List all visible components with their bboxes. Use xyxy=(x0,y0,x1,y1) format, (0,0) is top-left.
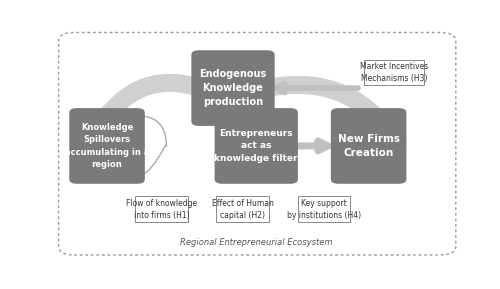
FancyBboxPatch shape xyxy=(70,108,145,184)
Text: Effect of Human
capital (H2): Effect of Human capital (H2) xyxy=(212,199,274,220)
Text: Endogenous
Knowledge
production: Endogenous Knowledge production xyxy=(200,69,266,107)
FancyBboxPatch shape xyxy=(216,197,269,222)
FancyBboxPatch shape xyxy=(331,108,406,184)
FancyBboxPatch shape xyxy=(298,197,350,222)
FancyBboxPatch shape xyxy=(135,197,188,222)
Text: Knowledge
Spillovers
accumulating in a
region: Knowledge Spillovers accumulating in a r… xyxy=(65,123,149,169)
Text: Market Incentives
Mechanisms (H3): Market Incentives Mechanisms (H3) xyxy=(360,62,428,83)
Text: New Firms
Creation: New Firms Creation xyxy=(338,134,400,158)
Text: Key support
by institutions (H4): Key support by institutions (H4) xyxy=(287,199,361,220)
Text: Entrepreneurs
act as
knowledge filter: Entrepreneurs act as knowledge filter xyxy=(214,129,298,163)
FancyBboxPatch shape xyxy=(364,60,424,86)
Text: Regional Entrepreneurial Ecosystem: Regional Entrepreneurial Ecosystem xyxy=(180,238,332,247)
FancyBboxPatch shape xyxy=(214,108,298,184)
FancyBboxPatch shape xyxy=(192,50,274,126)
Text: Flow of knowledge
into firms (H1): Flow of knowledge into firms (H1) xyxy=(126,199,197,220)
